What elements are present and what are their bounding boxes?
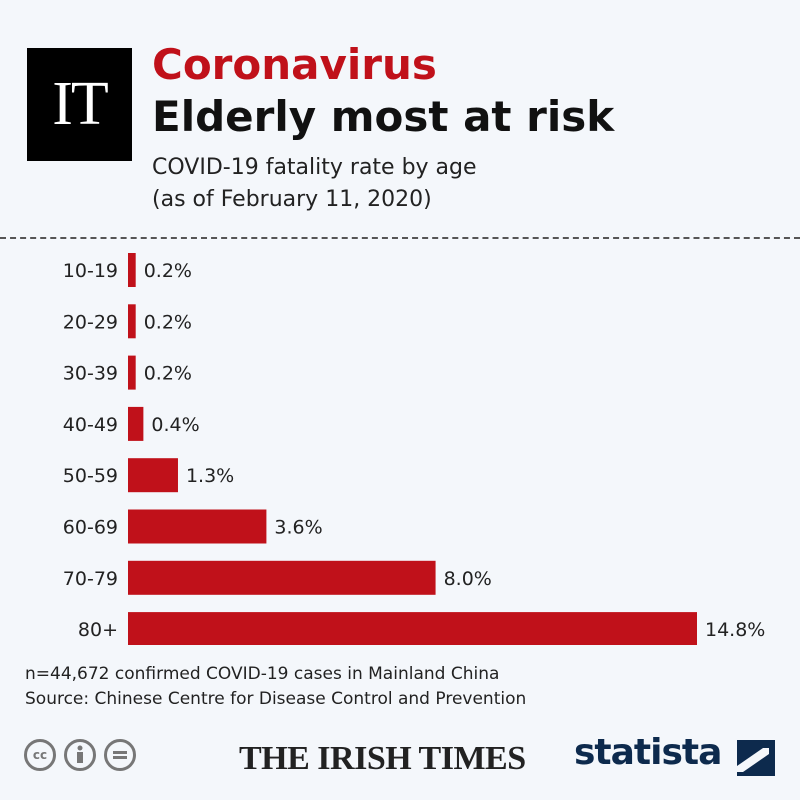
value-label: 3.6% (274, 517, 322, 539)
bar (128, 253, 136, 287)
subtitle-line-1: COVID-19 fatality rate by age (152, 155, 477, 180)
value-label: 14.8% (705, 619, 765, 641)
bar (128, 406, 144, 441)
category-label: 20-29 (63, 311, 118, 333)
value-label: 8.0% (444, 568, 492, 590)
bar (128, 304, 136, 339)
value-label: 0.2% (144, 311, 192, 333)
category-label: 30-39 (63, 363, 118, 385)
bar-chart: 10-19 0.2% 20-29 0.2% 30-39 0.2% 40-49 0.4% 50-5… (63, 253, 765, 645)
category-label: 70-79 (63, 568, 118, 590)
chart-title: Elderly most at risk (152, 92, 615, 141)
bar (128, 355, 136, 390)
bar (128, 458, 178, 493)
cc-icon: cc (24, 739, 56, 771)
value-label: 0.2% (144, 260, 192, 282)
category-label: 60-69 (63, 517, 118, 539)
logo-text: IT (52, 70, 109, 138)
bar (128, 560, 436, 595)
category-label: 10-19 (63, 260, 118, 282)
subtitle-line-2: (as of February 11, 2020) (152, 187, 432, 212)
value-label: 0.2% (144, 363, 192, 385)
footnote-sample: n=44,672 confirmed COVID-19 cases in Mai… (25, 664, 500, 684)
bar (128, 612, 697, 645)
license-icons: cc (24, 739, 136, 771)
chart-kicker: Coronavirus (152, 40, 437, 89)
footnote-source: Source: Chinese Centre for Disease Contr… (25, 689, 527, 709)
attribution-icon (64, 739, 96, 771)
dashed-divider (0, 237, 800, 239)
category-label: 50-59 (63, 465, 118, 487)
category-label: 80+ (78, 619, 118, 641)
irish-times-logo: IT (27, 48, 132, 161)
category-label: 40-49 (63, 414, 118, 436)
chart-subtitle: COVID-19 fatality rate by age (as of Feb… (152, 152, 477, 216)
statista-mark-icon (737, 740, 775, 776)
value-label: 0.4% (151, 414, 199, 436)
publisher-logo: THE IRISH TIMES (239, 740, 526, 777)
value-label: 1.3% (186, 465, 234, 487)
bar (128, 509, 267, 544)
footnote: n=44,672 confirmed COVID-19 cases in Mai… (25, 662, 526, 712)
no-derivatives-icon (104, 739, 136, 771)
statista-logo: statista (574, 732, 722, 773)
